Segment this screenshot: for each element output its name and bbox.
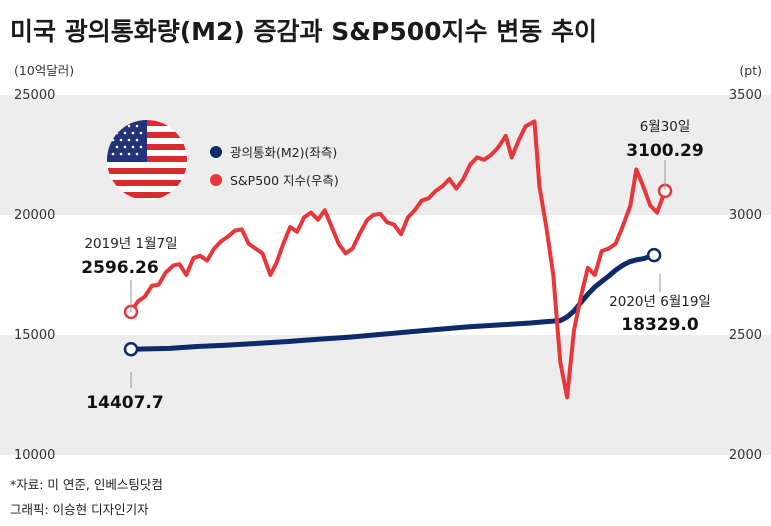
right-tick-2500: 2500 [729, 328, 762, 343]
m2-end-point [646, 247, 662, 263]
end-m2-date-label: 2020년 6월19일 [609, 294, 711, 310]
start-m2-value: 14407.7 [86, 393, 163, 413]
left-tick-20000: 20000 [14, 208, 55, 223]
left-tick-15000: 15000 [14, 328, 55, 343]
graphic-credit: 그래픽: 이승현 디자인기자 [10, 502, 149, 517]
legend-m2-label: 광의통화(M2)(좌측) [230, 145, 337, 160]
chart-title: 미국 광의통화량(M2) 증감과 S&P500지수 변동 추이 [10, 17, 597, 46]
m2-series-line [128, 252, 657, 352]
sp500-series-line [129, 119, 667, 400]
left-tick-25000: 25000 [14, 88, 55, 103]
us-flag-icon [107, 120, 187, 200]
left-axis-unit: (10억달러) [14, 63, 74, 78]
legend-sp-marker [210, 174, 222, 186]
legend-sp-label: S&P500 지수(우측) [230, 173, 339, 188]
right-tick-3000: 3000 [729, 208, 762, 223]
end-m2-value: 18329.0 [621, 315, 699, 335]
right-tick-3500: 3500 [729, 88, 762, 103]
m2-start-point [123, 341, 139, 357]
right-tick-2000: 2000 [729, 448, 762, 463]
source-note: *자료: 미 연준, 인베스팅닷컴 [10, 477, 163, 492]
start-sp-value: 2596.26 [81, 258, 158, 278]
left-tick-10000: 10000 [14, 448, 55, 463]
right-axis-unit: (pt) [739, 63, 762, 78]
start-date-label: 2019년 1월7일 [84, 236, 177, 252]
end-sp-value: 3100.29 [626, 141, 703, 161]
legend-m2-marker [210, 146, 222, 158]
end-sp-date-label: 6월30일 [640, 119, 691, 135]
